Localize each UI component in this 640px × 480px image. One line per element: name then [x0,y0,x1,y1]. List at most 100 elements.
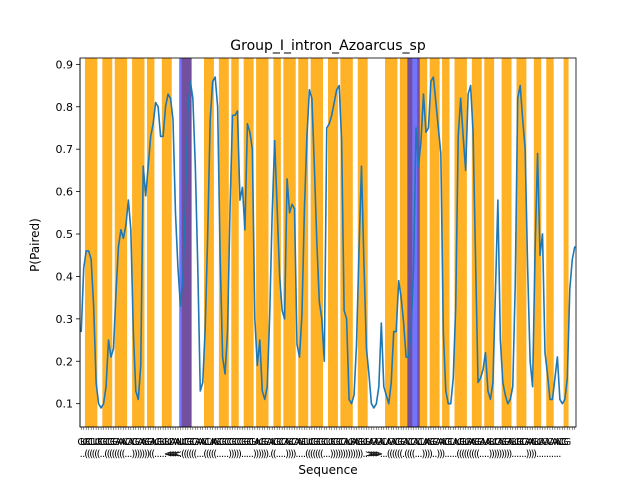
data-point [301,314,303,316]
x-tick-nucleotide: C [542,437,549,448]
data-point [403,322,405,324]
data-point [415,127,417,129]
x-tick-nucleotide: A [470,437,477,448]
x-tick-nucleotide: G [387,437,395,448]
x-tick-structure: ) [335,449,339,460]
x-tick-nucleotide: G [142,437,150,448]
x-tick-structure: . [519,449,522,460]
data-point [447,403,449,405]
x-tick-structure: . [179,449,182,460]
x-tick-nucleotide: A [266,437,273,448]
x-tick-nucleotide: G [348,437,356,448]
x-tick-structure: ( [459,449,463,460]
x-tick-nucleotide: C [189,437,196,448]
x-tick-nucleotide: U [177,437,184,448]
x-tick-structure: ) [345,449,349,460]
x-tick-nucleotide: A [373,437,380,448]
paired-region-band [273,58,281,427]
series-line-p-paired [80,76,576,409]
pseudoknot-region-band [179,58,192,427]
data-point [477,381,479,384]
data-point [551,398,554,401]
data-point [236,110,239,112]
x-tick-nucleotide: A [435,437,442,448]
data-point [541,233,544,235]
x-tick-nucleotide: U [164,437,171,448]
x-tick-structure: . [432,449,435,460]
x-tick-structure: ( [471,449,475,460]
data-point [370,403,372,405]
data-point [90,258,92,261]
x-tick-nucleotide: C [103,437,110,448]
x-tick-nucleotide: G [395,437,403,448]
data-point [502,381,504,384]
x-tick-structure: . [536,449,539,460]
data-point [296,343,298,345]
x-tick-nucleotide: C [236,437,243,448]
x-tick-structure: ) [288,449,292,460]
x-tick-structure: ( [466,449,470,460]
x-tick-structure: . [298,449,301,460]
x-tick-structure: ) [258,449,262,460]
x-tick-nucleotide: U [450,437,457,448]
x-tick-nucleotide: G [107,437,115,448]
x-tick-structure: . [80,449,83,460]
x-tick-structure: . [514,449,517,460]
data-point [529,360,531,362]
x-tick-structure: . [452,449,455,460]
y-tick-label: 0.8 [56,101,74,114]
data-point [561,403,563,405]
x-tick-nucleotide: A [353,437,360,448]
data-point [353,394,355,396]
x-tick-nucleotide: G [363,437,371,448]
x-tick-nucleotide: G [328,437,336,448]
data-point [452,377,454,379]
paired-region-band [283,58,296,427]
x-tick-nucleotide: A [385,437,392,448]
data-point [152,123,154,125]
x-tick-structure: ) [131,449,135,460]
x-tick-nucleotide: A [529,437,536,448]
x-tick-nucleotide: G [509,437,517,448]
x-tick-structure: ) [436,449,440,460]
x-tick-structure: . [447,449,450,460]
x-tick-nucleotide: G [561,437,569,448]
data-point [336,89,338,91]
data-point [197,267,199,269]
x-tick-nucleotide: C [380,437,387,448]
x-tick-structure: . [226,449,229,460]
x-tick-structure: ( [397,449,401,460]
data-point [284,318,286,320]
paired-region-band [256,58,269,427]
x-tick-nucleotide: C [289,437,296,448]
x-tick-nucleotide: A [284,437,291,448]
x-tick-nucleotide: C [336,437,343,448]
data-point [348,398,350,401]
data-point [264,398,266,401]
x-tick-nucleotide: A [440,437,447,448]
x-tick-structure: ( [193,449,197,460]
data-point [246,123,248,125]
paired-region-band [102,58,113,427]
data-point [130,229,132,231]
x-tick-structure: ( [310,449,314,460]
x-tick-structure: ( [203,449,207,460]
x-tick-structure: ) [526,449,530,460]
x-tick-nucleotide: G [499,437,507,448]
data-point [271,212,273,214]
x-tick-nucleotide: C [135,437,142,448]
data-point [417,165,420,167]
x-tick-nucleotide: A [403,437,410,448]
data-point [390,381,392,384]
data-point [100,407,102,409]
x-tick-structure: ) [493,449,497,460]
x-tick-nucleotide: C [308,437,315,448]
x-tick-nucleotide: A [199,437,206,448]
x-tick-structure: ( [109,449,113,460]
data-point [378,386,380,388]
data-point [132,330,134,333]
x-tick-structure: . [385,449,388,460]
x-tick-structure: ( [116,449,120,460]
x-tick-nucleotide: C [224,437,231,448]
x-tick-structure: ) [337,449,341,460]
